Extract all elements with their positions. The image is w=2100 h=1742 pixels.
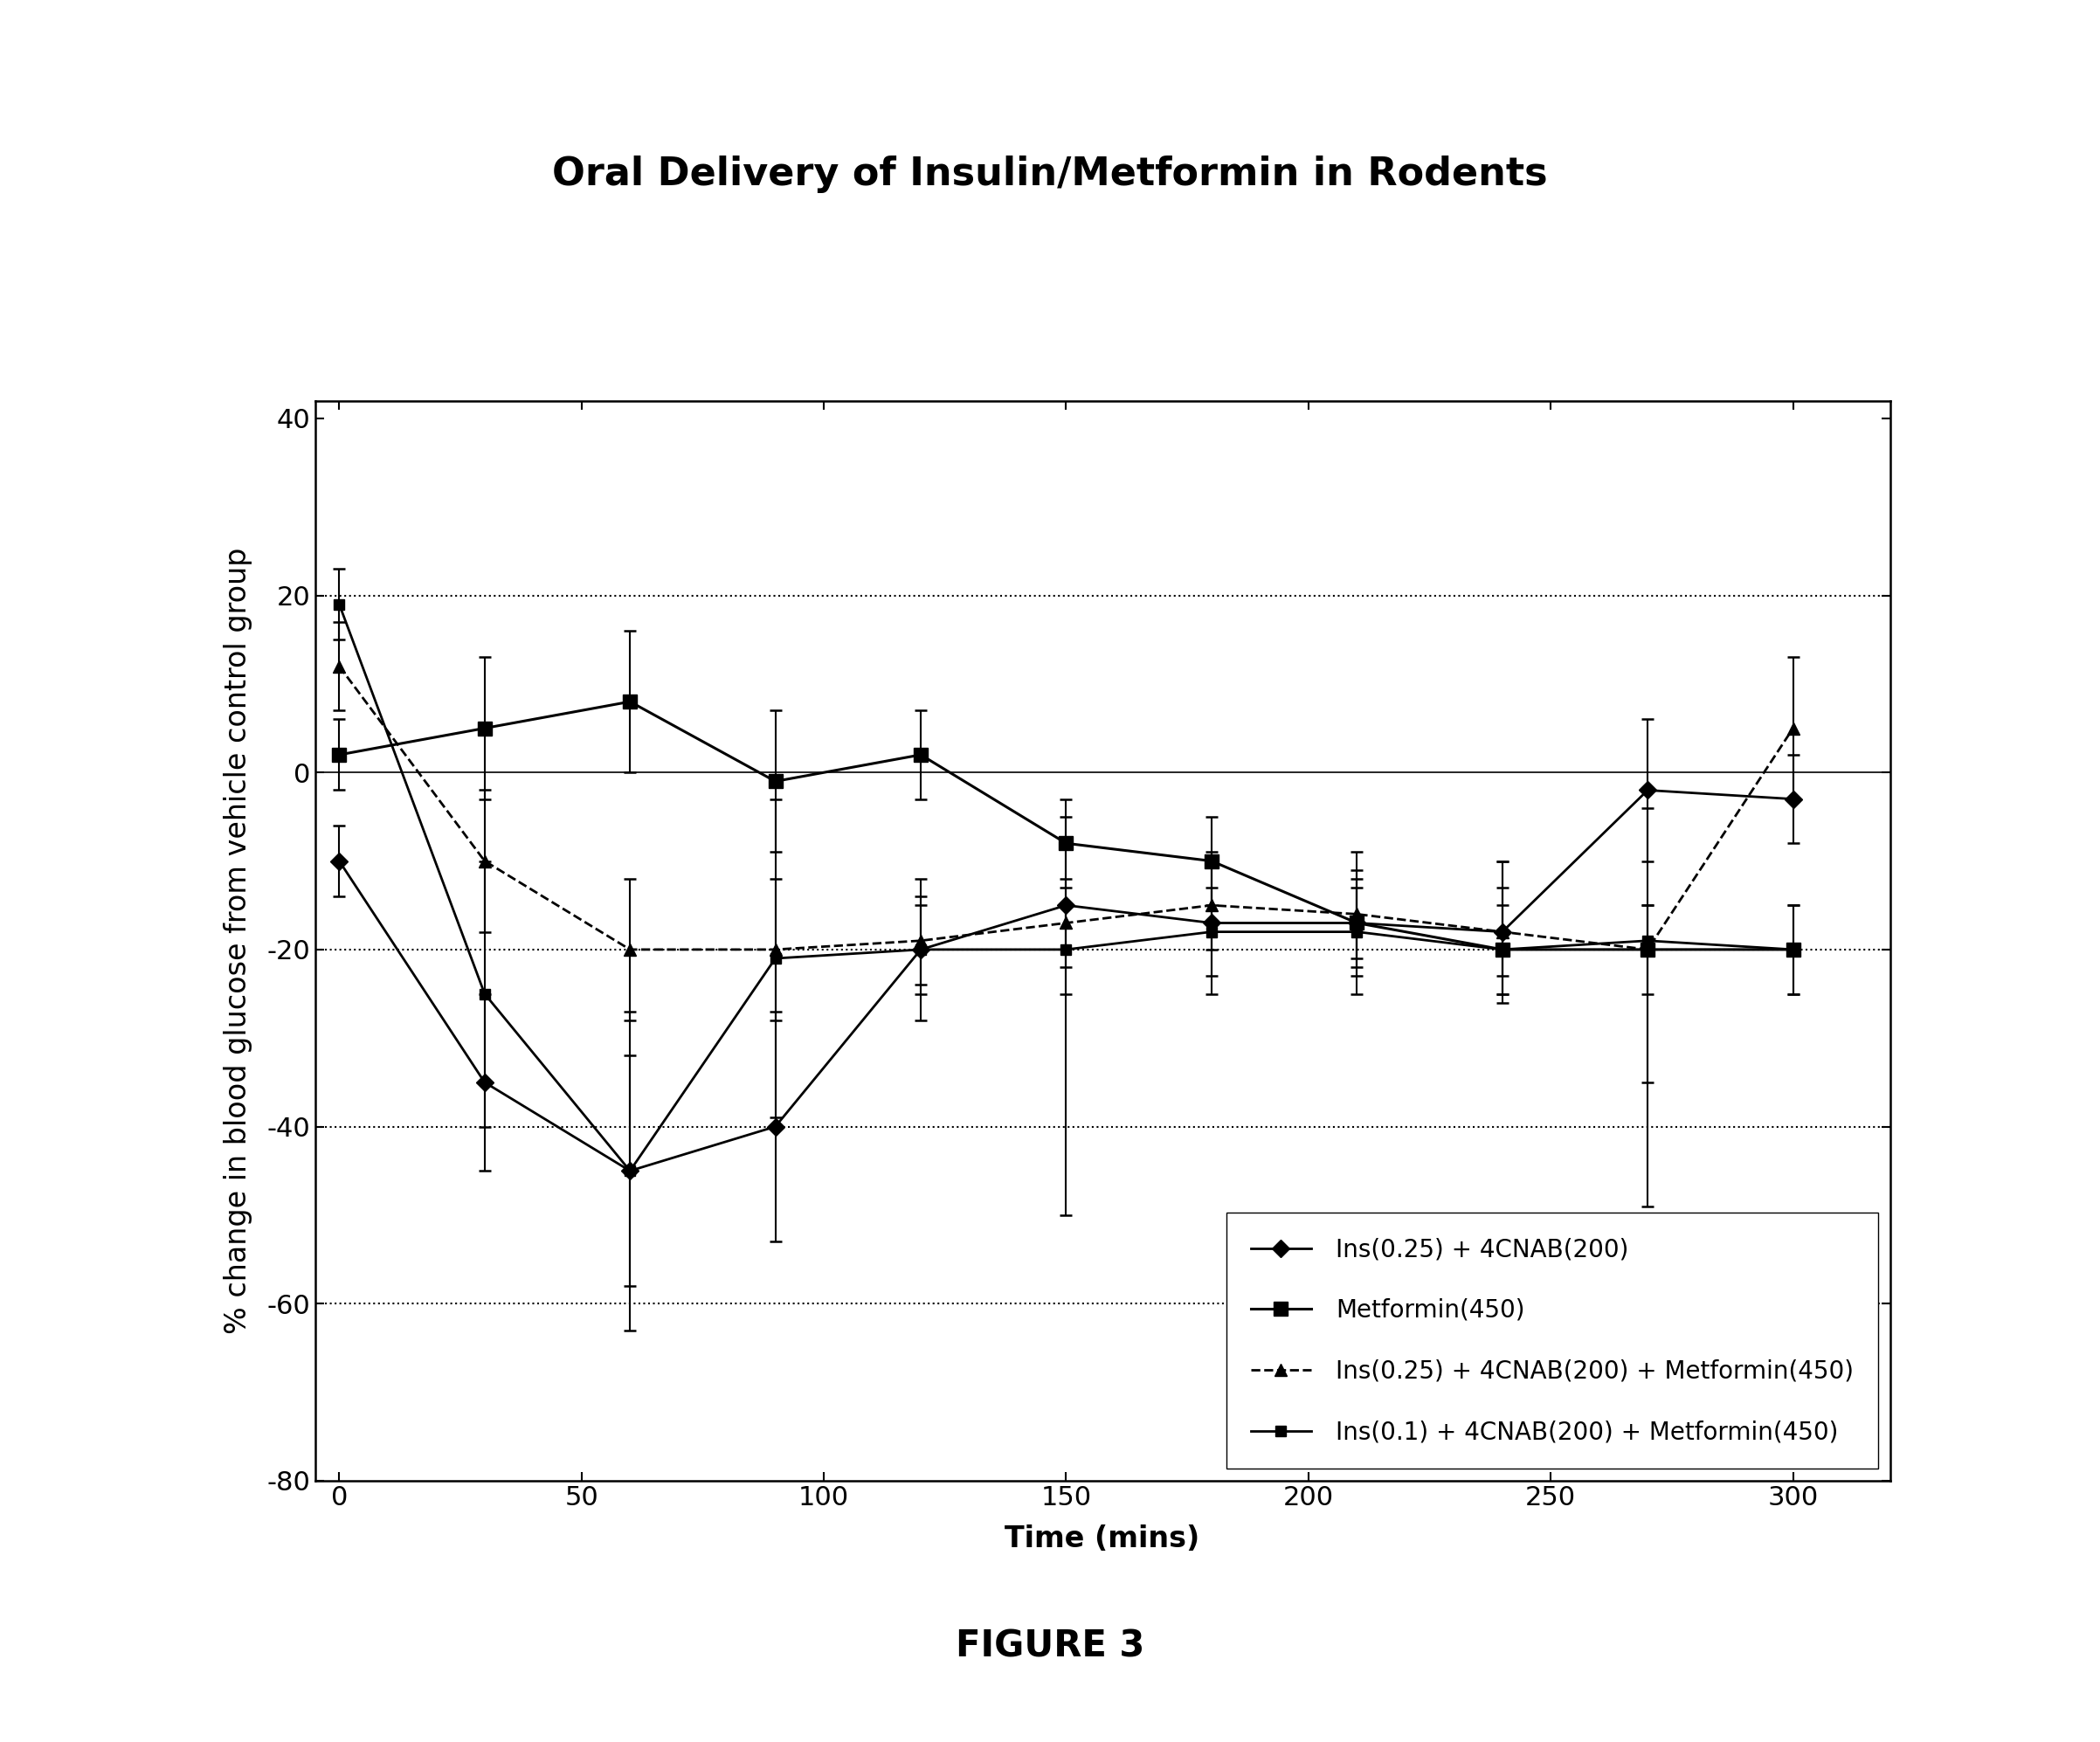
Text: FIGURE 3: FIGURE 3 [956, 1627, 1144, 1665]
X-axis label: Time (mins): Time (mins) [1006, 1524, 1199, 1554]
Legend: Ins(0.25) + 4CNAB(200), Metformin(450), Ins(0.25) + 4CNAB(200) + Metformin(450),: Ins(0.25) + 4CNAB(200), Metformin(450), … [1226, 1212, 1877, 1469]
Y-axis label: % change in blood glucose from vehicle control group: % change in blood glucose from vehicle c… [225, 547, 252, 1334]
Text: Oral Delivery of Insulin/Metformin in Rodents: Oral Delivery of Insulin/Metformin in Ro… [552, 155, 1548, 193]
